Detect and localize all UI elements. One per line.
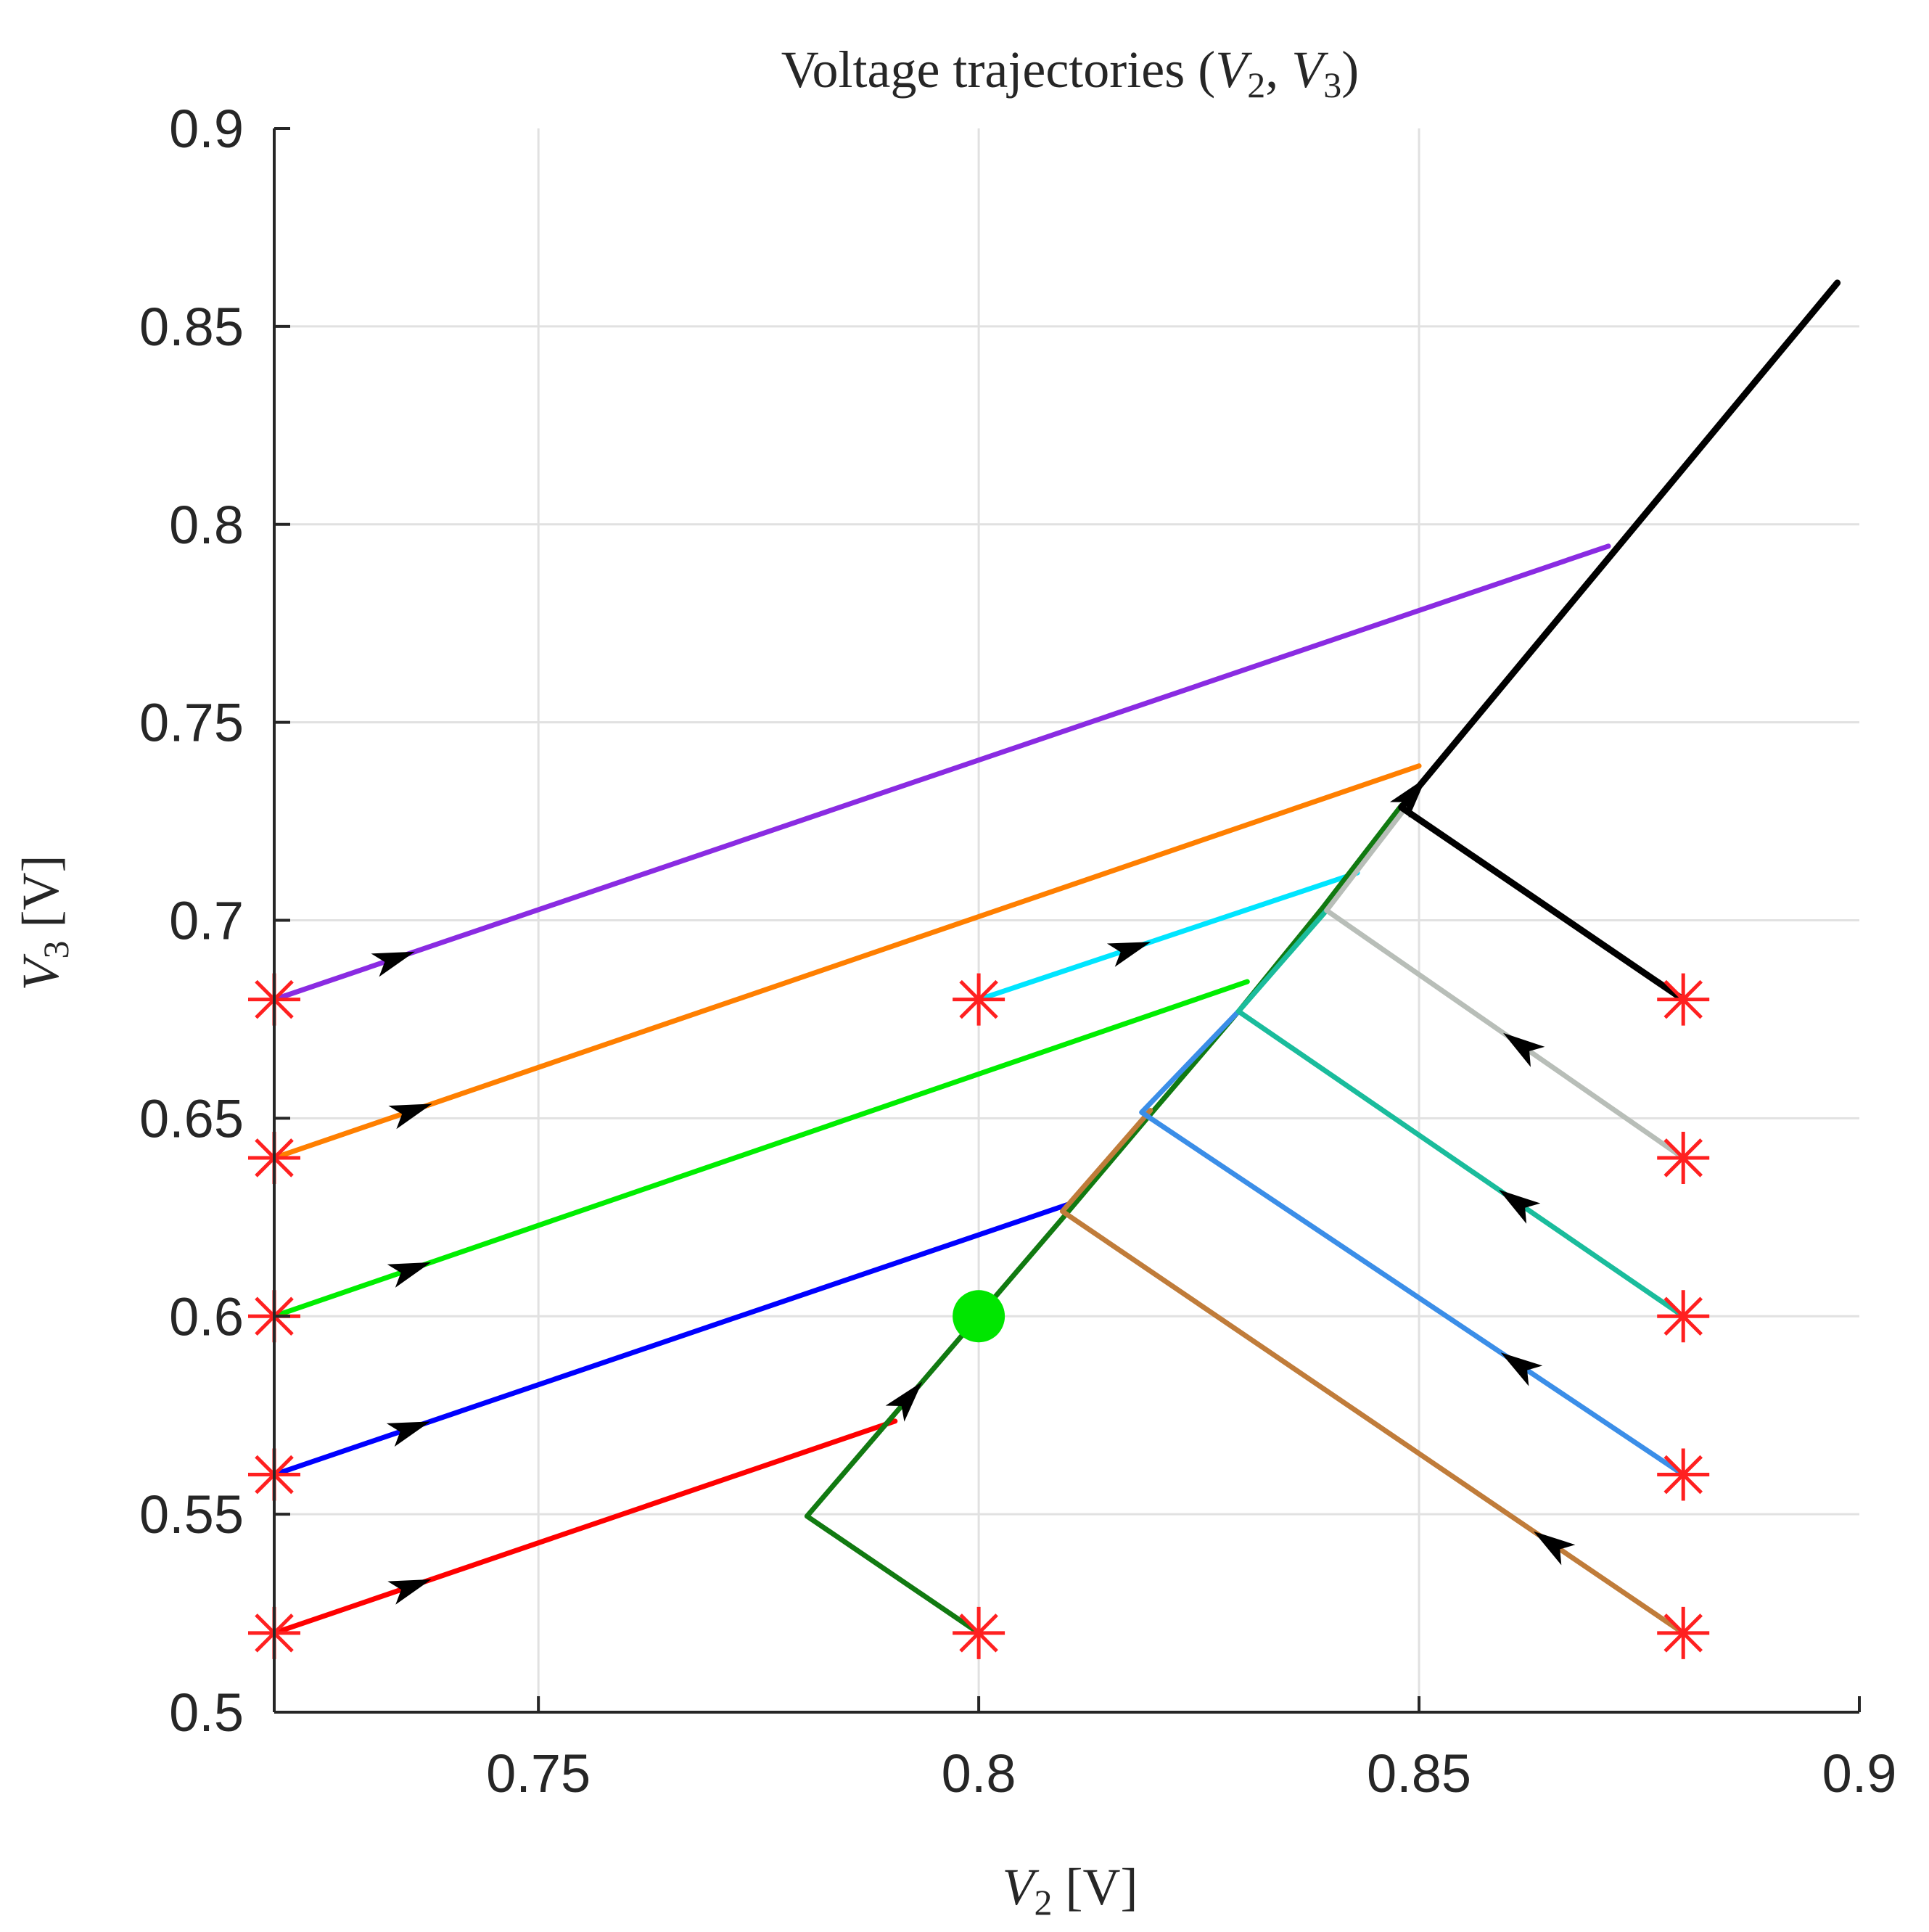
x-tick-label: 0.75 [486,1743,591,1804]
y-tick-label: 0.5 [169,1682,244,1743]
start-marker-stroke [959,979,998,1019]
y-tick-label: 0.65 [139,1088,244,1148]
direction-arrows [371,777,1576,1605]
start-marker-stroke [1663,1614,1703,1653]
trajectory-green [271,979,1250,1319]
grid-lines [274,128,1859,1712]
y-axis-label: V3 [V] [12,855,76,991]
start-marker [1657,1131,1710,1184]
trajectory-cyan [976,870,1360,1003]
axes [273,127,1861,1714]
y-tick-label: 0.55 [139,1484,244,1545]
chart-title-var-v2: V [1215,41,1252,99]
trajectory-brown [1059,1107,1686,1636]
equilibrium-point [953,1290,1005,1343]
x-axis-label-var: V [1003,1858,1040,1916]
y-axis-label-sub: 3 [36,940,76,958]
trajectory-purple [271,543,1611,1003]
y-tick-label: 0.6 [169,1286,244,1347]
chart-title-prefix: Voltage trajectories ( [781,41,1215,99]
start-marker-stroke [1663,1296,1703,1336]
trajectory-gray [1324,805,1686,1161]
trajectory-black [1398,279,1841,1003]
x-axis-label: V2 [V] [1003,1858,1138,1923]
chart-title-suffix: ) [1341,41,1359,99]
start-marker-stroke [1663,979,1703,1019]
trajectory-light-blue [1139,1008,1686,1478]
y-tick-label: 0.9 [169,99,244,159]
trajectory-orange [271,763,1422,1161]
chart-title-sub-3: 3 [1323,65,1341,105]
trajectory-teal [1235,908,1686,1319]
trajectory-blue [271,1201,1074,1478]
x-axis-label-unit: [V] [1053,1858,1138,1916]
x-tick-label: 0.85 [1367,1743,1471,1804]
start-marker [1657,1448,1710,1501]
direction-arrow-orange [388,1103,432,1130]
y-axis-label-var: V [12,953,70,990]
start-marker [1657,1606,1710,1659]
start-marker-stroke [959,1614,998,1653]
y-tick-label: 0.75 [139,693,244,753]
chart-title-separator: , [1265,41,1291,99]
direction-arrow-dark-green [885,1381,923,1422]
y-tick-label: 0.85 [139,297,244,357]
y-axis-label-unit: [V] [12,855,70,941]
x-tick-label: 0.9 [1822,1743,1897,1804]
direction-arrow-light-blue [1500,1352,1543,1386]
x-axis-label-sub: 2 [1035,1882,1053,1923]
chart-title-sub-2: 2 [1247,65,1265,105]
chart-title-var-v3: V [1291,41,1328,99]
start-marker [953,1606,1005,1659]
y-tick-label: 0.7 [169,891,244,951]
start-marker-stroke [1663,1138,1703,1177]
trajectory-dark-green [804,802,1404,1636]
trajectory-red [271,1418,898,1636]
direction-arrow-blue [386,1421,431,1447]
start-marker [1657,1290,1710,1343]
chart-title: Voltage trajectories (V2, V3) [781,41,1359,105]
y-tick-label: 0.8 [169,495,244,555]
tick-labels: 0.75 0.8 0.85 0.9 0.5 0.55 0.6 0.65 0.7 0.75 0.8 0.… [139,99,1896,1804]
start-marker [1657,973,1710,1026]
x-tick-label: 0.8 [942,1743,1016,1804]
start-marker-stroke [1663,1455,1703,1495]
direction-arrow-black [1389,777,1426,818]
direction-arrow-brown [1533,1531,1576,1566]
direction-arrow-red [387,1579,432,1605]
direction-arrow-gray [1503,1032,1545,1067]
equilibrium-layer [953,1290,1005,1343]
trajectory-series [271,279,1841,1636]
start-marker [953,973,1005,1026]
direction-arrow-teal [1498,1189,1541,1224]
direction-arrow-green [387,1262,432,1288]
direction-arrow-purple [371,951,415,977]
direction-arrow-cyan [1106,942,1151,967]
